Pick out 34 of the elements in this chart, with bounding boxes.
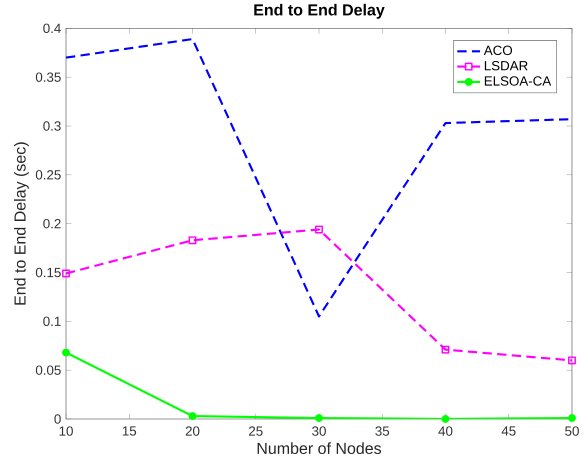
x-tick-label: 35: [375, 426, 390, 436]
x-tick-label: 20: [186, 426, 200, 436]
point: [315, 414, 323, 422]
y-tick-label: 0.25: [36, 170, 61, 180]
point: [442, 346, 450, 354]
y-tick-label: 0.1: [43, 316, 61, 326]
y-tick-label: 0.2: [43, 218, 61, 228]
y-tick-label: 0.05: [36, 365, 61, 375]
point: [188, 236, 196, 244]
x-tick-label: 40: [438, 426, 452, 436]
y-axis-title: End to End Delay (sec): [14, 142, 29, 305]
y-tick-label: 0.15: [36, 268, 61, 278]
y-tick-label: 0.3: [43, 121, 61, 131]
x-tick-label: 30: [312, 426, 326, 436]
point: [62, 270, 70, 278]
y-tick-label: 0.35: [36, 72, 61, 82]
legend-label: ACO: [484, 46, 512, 56]
legend-label: ELSOA-CA: [484, 76, 552, 86]
y-tick-label: 0: [54, 414, 61, 424]
chart-title: End to End Delay: [254, 4, 385, 19]
x-axis-title: Number of Nodes: [258, 442, 382, 454]
x-tick-label: 50: [565, 426, 579, 436]
point: [315, 226, 323, 234]
point: [188, 412, 196, 420]
point: [62, 348, 70, 357]
point: [442, 415, 450, 423]
x-tick-label: 25: [249, 426, 263, 436]
x-tick-label: 45: [502, 426, 516, 436]
y-tick-label: 0.4: [43, 24, 61, 34]
point: [568, 356, 576, 364]
x-tick-label: 10: [60, 426, 73, 436]
point: [568, 414, 576, 422]
x-tick-label: 15: [122, 426, 136, 436]
legend-label: LSDAR: [484, 60, 528, 70]
